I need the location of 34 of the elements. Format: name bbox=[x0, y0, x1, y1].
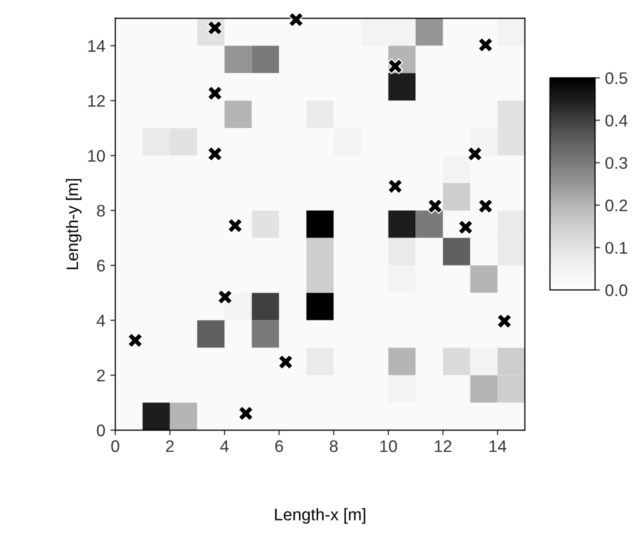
color-bar-label: 0.1 bbox=[605, 242, 628, 254]
x-tick-label: 12 bbox=[434, 440, 452, 452]
y-tick-label: 2 bbox=[97, 370, 105, 382]
y-tick-label: 10 bbox=[88, 150, 105, 162]
x-axis-title: Length-x [m] bbox=[275, 508, 366, 524]
color-bar-label: 0.3 bbox=[605, 157, 628, 169]
y-tick-label: 12 bbox=[88, 95, 105, 107]
point bbox=[207, 146, 223, 162]
x-tick-label: 8 bbox=[330, 440, 338, 452]
color-bar-label: 0.0 bbox=[605, 284, 628, 296]
y-axis-title: Length-y [m] bbox=[66, 179, 82, 270]
point bbox=[458, 219, 474, 236]
point bbox=[288, 12, 304, 28]
point bbox=[467, 146, 483, 162]
point bbox=[478, 198, 494, 214]
y-tick-label: 14 bbox=[88, 40, 106, 52]
point bbox=[496, 313, 512, 329]
x-tick-label: 4 bbox=[220, 440, 229, 452]
point bbox=[427, 198, 443, 214]
y-tick-label: 4 bbox=[96, 314, 106, 326]
y-tick-label: 6 bbox=[97, 260, 105, 272]
y-tick-label: 8 bbox=[97, 204, 105, 217]
x-tick-label: 2 bbox=[166, 440, 174, 452]
x-tick-label: 0 bbox=[111, 440, 120, 452]
color-bar-label: 0.5 bbox=[605, 72, 628, 84]
point bbox=[387, 178, 403, 194]
y-tick-label: 0 bbox=[96, 424, 105, 436]
x-tick-label: 14 bbox=[490, 440, 506, 452]
color-bar-label: 0.2 bbox=[605, 200, 628, 212]
color-bar-label: 0.4 bbox=[605, 114, 628, 126]
point bbox=[217, 289, 233, 305]
x-tick-label: 6 bbox=[275, 440, 284, 452]
x-tick-label: 10 bbox=[380, 440, 397, 452]
point bbox=[478, 37, 494, 53]
